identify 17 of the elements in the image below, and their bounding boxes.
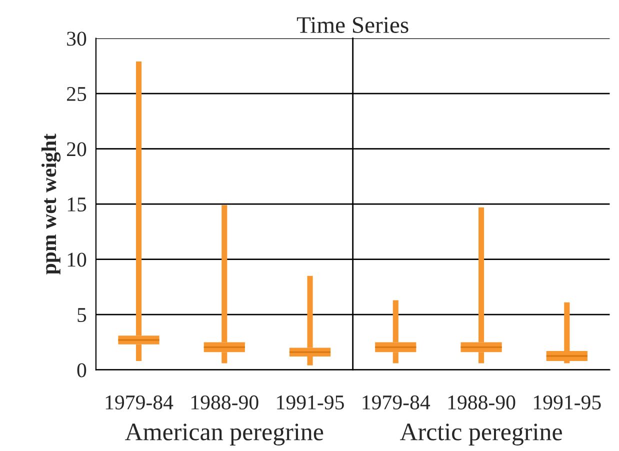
chart-title: Time Series [296, 17, 408, 34]
x-tick-label: 1979-84 [106, 395, 174, 410]
y-axis-title: ppm wet weight [41, 134, 61, 274]
y-tick-label: 15 [68, 198, 86, 212]
y-tick-label: 0 [77, 363, 86, 378]
x-tick-label: 1988-90 [192, 395, 258, 410]
y-tick-label: 30 [67, 32, 86, 46]
text: American peregrine [125, 424, 324, 446]
x-tick-label: 1988-90 [448, 395, 516, 410]
y-tick-label: 10 [68, 252, 86, 267]
text: Arctic peregrine [400, 424, 562, 446]
y-tick-label: 25 [67, 87, 86, 102]
x-tick-label: 1991-95 [277, 395, 344, 410]
x-tick-label: 1991-95 [534, 395, 601, 410]
y-tick-label: 20 [67, 142, 86, 156]
y-tick-label: 5 [78, 308, 86, 322]
x-tick-label: 1979-84 [362, 395, 430, 410]
